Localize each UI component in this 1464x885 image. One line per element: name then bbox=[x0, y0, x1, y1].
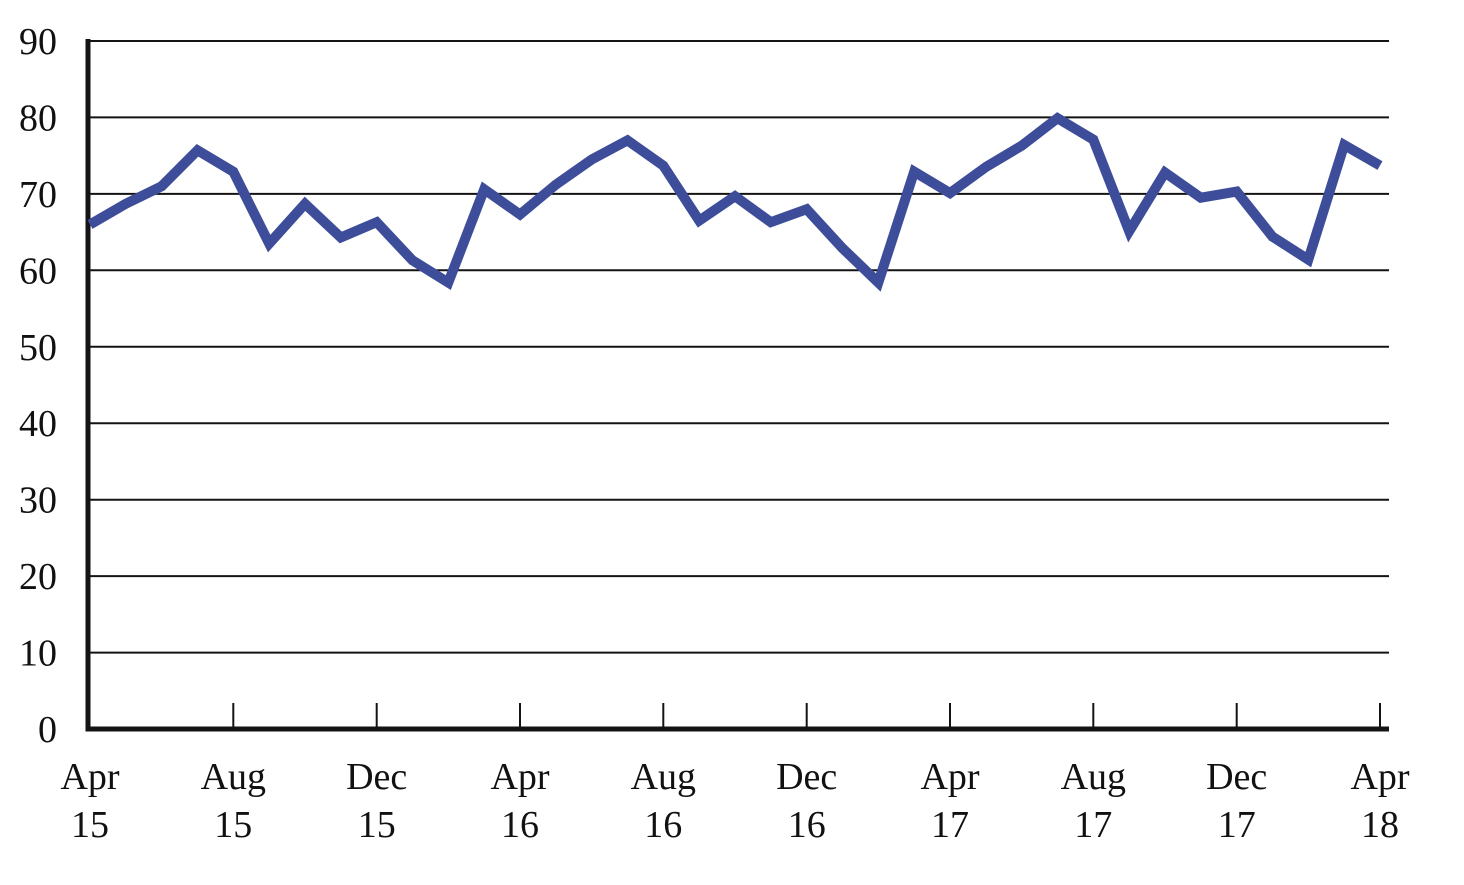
y-axis-tick-label: 30 bbox=[19, 480, 57, 522]
x-axis-tick-label-month: Dec bbox=[776, 756, 837, 798]
x-axis-tick-label-month: Apr bbox=[60, 756, 119, 798]
x-axis-tick-label-month: Dec bbox=[1206, 756, 1267, 798]
x-axis-tick-label-month: Aug bbox=[201, 756, 266, 798]
y-axis-tick-label: 70 bbox=[19, 174, 57, 216]
y-axis-tick-label: 80 bbox=[19, 97, 57, 139]
y-axis-tick-label: 60 bbox=[19, 250, 57, 292]
data-series-line bbox=[87, 112, 1383, 292]
x-axis-tick-label-month: Dec bbox=[346, 756, 407, 798]
x-axis-tick-label-year: 16 bbox=[788, 804, 826, 846]
x-axis-tick-label-month: Apr bbox=[920, 756, 979, 798]
x-axis-tick-label-month: Aug bbox=[631, 756, 696, 798]
x-axis-tick-label-month: Aug bbox=[1061, 756, 1126, 798]
y-axis-tick-label: 10 bbox=[19, 633, 57, 675]
x-axis-tick-label-year: 15 bbox=[71, 804, 109, 846]
y-axis-tick-label: 20 bbox=[19, 556, 57, 598]
x-axis-tick-label-month: Apr bbox=[1350, 756, 1409, 798]
x-axis-tick-label-year: 17 bbox=[1074, 804, 1112, 846]
x-axis-tick-label-year: 15 bbox=[214, 804, 252, 846]
x-axis-tick-label-year: 15 bbox=[358, 804, 396, 846]
x-axis-tick-label-year: 16 bbox=[501, 804, 539, 846]
x-axis-tick-label-month: Apr bbox=[490, 756, 549, 798]
x-axis-tick-label-year: 18 bbox=[1361, 804, 1399, 846]
y-axis-tick-label: 90 bbox=[19, 21, 57, 63]
y-axis-tick-label: 40 bbox=[19, 403, 57, 445]
y-axis-tick-label: 0 bbox=[38, 709, 57, 751]
x-axis-tick-label-year: 16 bbox=[644, 804, 682, 846]
x-axis-tick-label-year: 17 bbox=[931, 804, 969, 846]
y-axis-tick-label: 50 bbox=[19, 327, 57, 369]
x-axis-tick-label-year: 17 bbox=[1218, 804, 1256, 846]
